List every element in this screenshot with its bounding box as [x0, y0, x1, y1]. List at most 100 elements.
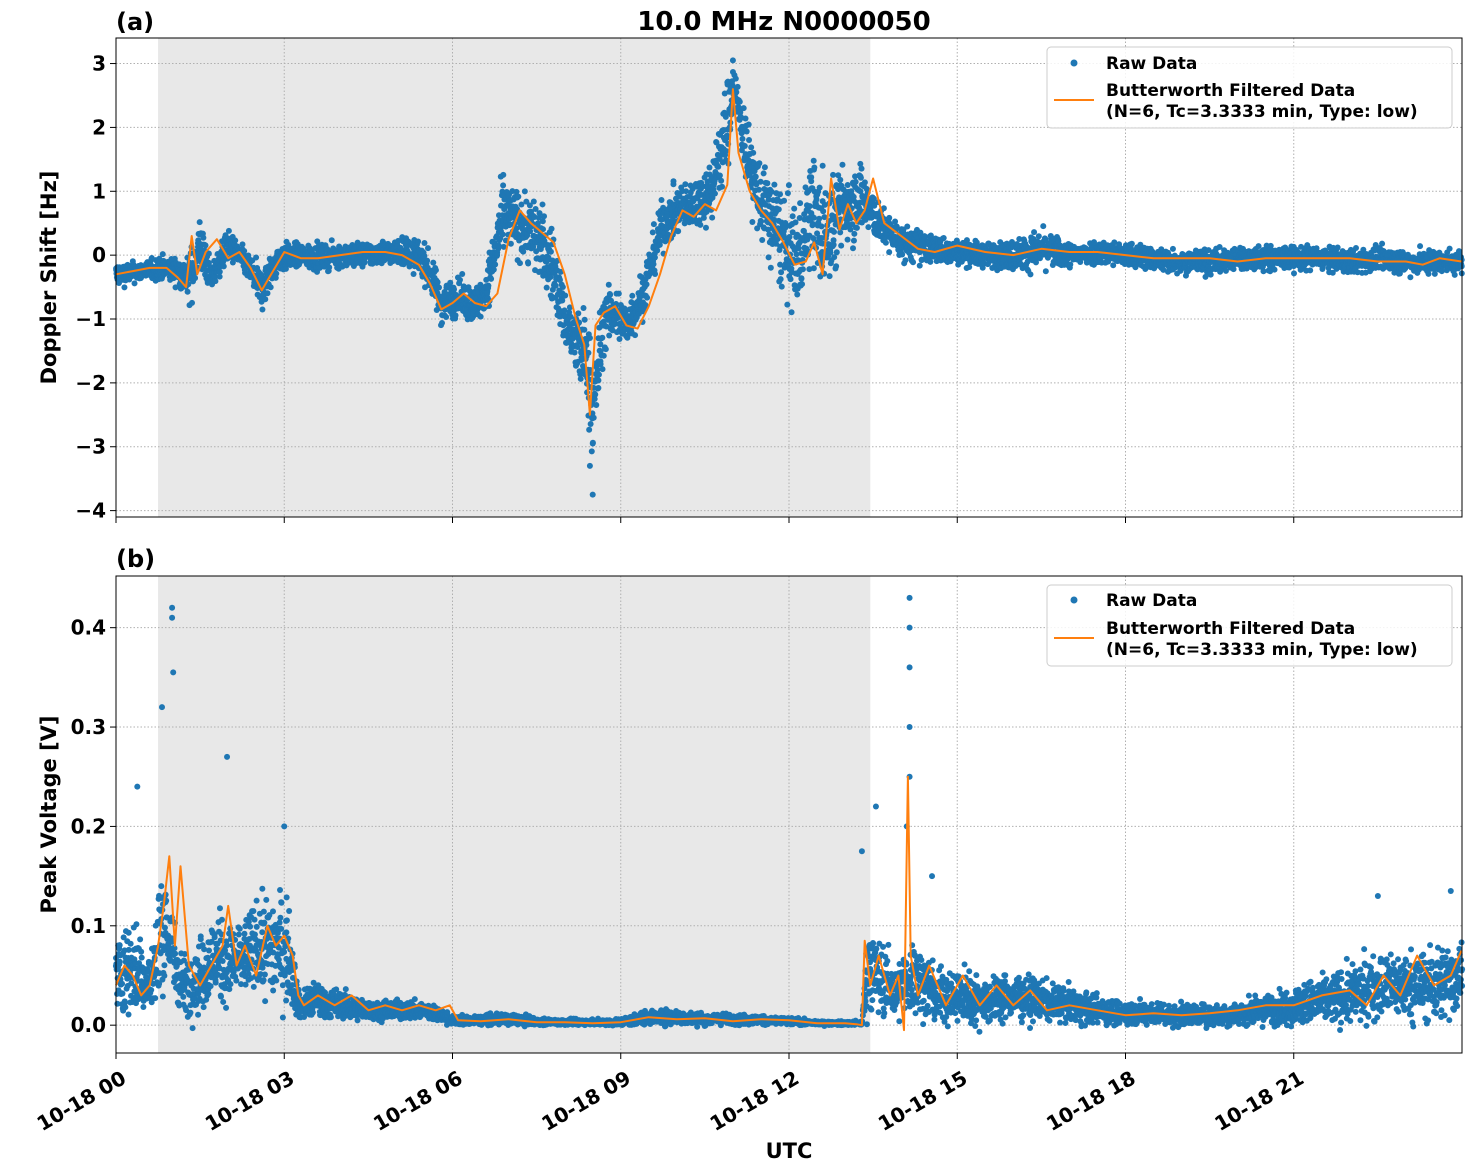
raw-data-point [615, 290, 622, 297]
raw-data-point [718, 177, 725, 184]
raw-data-point [816, 184, 823, 191]
raw-data-point [850, 245, 857, 252]
raw-data-point [745, 121, 752, 128]
raw-data-point [1271, 266, 1278, 273]
raw-data-point [764, 180, 771, 187]
raw-data-point [567, 313, 574, 320]
raw-data-point [757, 178, 764, 185]
raw-data-point [436, 284, 443, 291]
raw-data-point [548, 225, 555, 232]
raw-data-point [225, 227, 232, 234]
raw-data-point [1291, 270, 1298, 277]
raw-data-point [858, 165, 865, 172]
raw-data-point [1031, 229, 1038, 236]
raw-data-point [189, 299, 196, 306]
raw-data-point [451, 286, 458, 293]
raw-data-point [706, 164, 713, 171]
raw-data-point [571, 349, 578, 356]
raw-data-point [697, 221, 704, 228]
raw-data-point [643, 281, 650, 288]
raw-data-point [543, 284, 550, 291]
raw-data-point [743, 128, 750, 135]
raw-data-point [196, 219, 203, 226]
raw-data-point [577, 375, 584, 382]
raw-data-point [267, 284, 274, 291]
raw-data-point [547, 248, 554, 255]
raw-data-point [777, 276, 784, 283]
raw-data-point [515, 193, 522, 200]
raw-data-point [632, 332, 639, 339]
raw-data-point [784, 301, 791, 308]
raw-data-point [587, 420, 594, 427]
raw-data-point [650, 221, 657, 228]
raw-data-point [739, 135, 746, 142]
raw-data-point [761, 164, 768, 171]
raw-data-point [652, 271, 659, 278]
raw-data-point [492, 261, 499, 268]
raw-data-point [649, 229, 656, 236]
raw-data-point [746, 137, 753, 144]
raw-data-point [525, 260, 532, 267]
raw-data-point [792, 219, 799, 226]
raw-data-point [616, 336, 623, 343]
raw-data-point [785, 182, 792, 189]
raw-data-point [709, 214, 716, 221]
raw-data-point [232, 237, 239, 244]
raw-data-point [415, 238, 422, 245]
raw-data-point [430, 259, 437, 266]
raw-data-point [844, 181, 851, 188]
raw-data-point [216, 268, 223, 275]
raw-data-point [799, 281, 806, 288]
raw-data-point [605, 281, 612, 288]
raw-data-point [644, 294, 651, 301]
raw-data-point [600, 352, 607, 359]
raw-data-point [495, 242, 502, 249]
raw-data-point [818, 223, 825, 230]
raw-data-point [447, 279, 454, 286]
raw-data-point [264, 290, 271, 297]
raw-data-point [740, 105, 747, 112]
raw-data-point [184, 288, 191, 295]
raw-data-point [719, 183, 726, 190]
raw-data-point [530, 198, 537, 205]
raw-data-point [488, 275, 495, 282]
raw-data-point [593, 401, 600, 408]
raw-data-point [788, 309, 795, 316]
raw-data-point [1040, 223, 1047, 230]
raw-data-point [606, 332, 613, 339]
raw-data-point [499, 231, 506, 238]
raw-data-point [904, 223, 911, 230]
raw-data-point [675, 228, 682, 235]
raw-data-point [490, 266, 497, 273]
raw-data-point [595, 371, 602, 378]
raw-data-point [760, 170, 767, 177]
raw-data-point [852, 178, 859, 185]
raw-data-point [539, 218, 546, 225]
raw-data-point [749, 218, 756, 225]
raw-data-point [793, 251, 800, 258]
raw-data-point [1027, 271, 1034, 278]
raw-data-point [212, 278, 219, 285]
raw-data-point [658, 197, 665, 204]
raw-data-point [432, 267, 439, 274]
raw-data-point [759, 237, 766, 244]
raw-data-point [477, 313, 484, 320]
raw-data-point [784, 190, 791, 197]
raw-data-point [810, 214, 817, 221]
raw-data-point [1042, 268, 1049, 275]
raw-data-point [765, 254, 772, 261]
raw-data-point [220, 263, 227, 270]
raw-data-point [253, 254, 260, 261]
raw-data-point [439, 319, 446, 326]
raw-data-point [592, 391, 599, 398]
raw-data-point [421, 240, 428, 247]
raw-data-point [239, 241, 246, 248]
raw-data-point [595, 377, 602, 384]
raw-data-point [742, 115, 749, 122]
raw-data-point [806, 203, 813, 210]
raw-data-point [1260, 268, 1267, 275]
raw-data-point [808, 174, 815, 181]
raw-data-point [853, 224, 860, 231]
raw-data-point [1169, 245, 1176, 252]
